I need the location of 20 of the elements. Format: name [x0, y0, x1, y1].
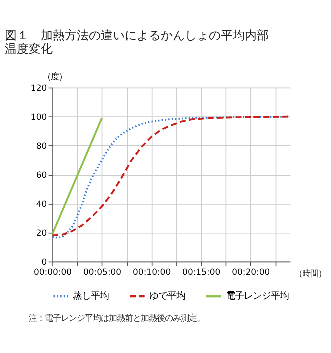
x-tick-label: 00:00:00	[34, 266, 72, 277]
y-tick-label: 20	[36, 228, 48, 238]
y-tick-label: 0	[42, 256, 48, 267]
y-tick-label: 40	[36, 198, 48, 209]
legend-label: 蒸し平均	[72, 291, 109, 302]
x-tick-label: 00:05:00	[84, 266, 122, 277]
x-tick-label: 00:20:00	[232, 266, 270, 277]
text: 注：電子レンジ平均は加熱前と加熱後のみ測定。	[28, 313, 205, 324]
legend-label: 電子レンジ平均	[226, 291, 289, 302]
y-tick-label: 100	[30, 112, 48, 122]
x-tick-label: 00:15:00	[182, 266, 221, 277]
text: 温度変化	[5, 42, 54, 56]
text: 図１ 加熱方法の違いによるかんしょの平均内部	[5, 28, 270, 42]
y-axis-title: （度）	[42, 72, 67, 82]
y-tick-label: 80	[36, 140, 48, 151]
x-axis-title: （時間）	[294, 268, 326, 279]
y-tick-label: 120	[30, 82, 48, 93]
legend-label: ゆで平均	[149, 291, 186, 302]
y-tick-label: 60	[36, 170, 48, 180]
x-tick-label: 00:10:00	[133, 266, 172, 277]
